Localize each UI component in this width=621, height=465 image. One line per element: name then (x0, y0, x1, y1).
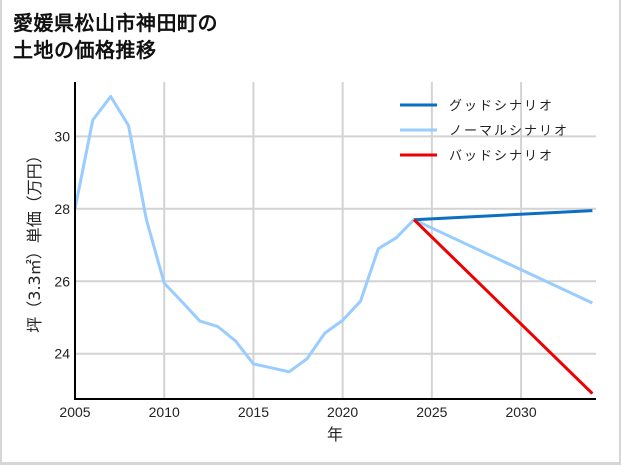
x-tick-label: 2010 (149, 404, 180, 420)
y-tick-label: 28 (54, 201, 70, 217)
x-axis-label: 年 (327, 425, 343, 444)
chart-title-line-1: 愛媛県松山市神田町の (13, 11, 218, 35)
x-tick-label: 2005 (59, 404, 90, 420)
legend-label: グッドシナリオ (449, 99, 554, 114)
x-tick-label: 2030 (505, 404, 536, 420)
chart-title: 愛媛県松山市神田町の 土地の価格推移 (13, 10, 218, 64)
chart-title-line-2: 土地の価格推移 (13, 38, 157, 62)
y-tick-label: 30 (54, 128, 70, 144)
axes (74, 82, 596, 400)
series-line-2 (412, 218, 594, 395)
x-tick-label: 2025 (416, 404, 447, 420)
y-tick-label: 24 (54, 346, 70, 362)
series-line-0 (413, 209, 593, 222)
series-lines (73, 95, 594, 395)
x-tick-label: 2015 (238, 404, 269, 420)
tick-labels: 2005 2010 2015 2020 2025 2030 24 26 28 30 (54, 128, 536, 420)
y-tick-label: 26 (54, 273, 70, 289)
x-tick-label: 2020 (327, 404, 358, 420)
y-axis-label: 坪（3.3㎡）単価（万円） (25, 147, 44, 332)
legend-label: バッドシナリオ (449, 149, 554, 164)
legend-label: ノーマルシナリオ (449, 124, 569, 139)
series-line-1 (73, 95, 594, 374)
